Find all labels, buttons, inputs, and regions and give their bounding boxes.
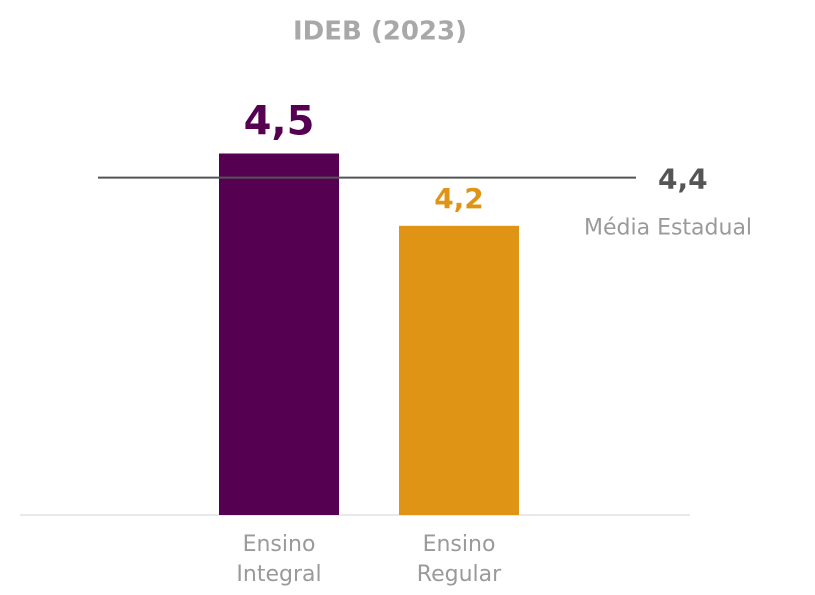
bar bbox=[219, 153, 339, 515]
x-tick-label: Ensino Integral bbox=[236, 532, 322, 587]
reference-label: Média Estadual bbox=[584, 216, 752, 241]
bar bbox=[399, 225, 519, 516]
value-label: 4,2 bbox=[434, 182, 484, 215]
reference-value-label: 4,4 bbox=[658, 163, 708, 196]
chart-title: IDEB (2023) bbox=[293, 17, 467, 47]
value-label: 4,5 bbox=[244, 99, 315, 145]
x-tick-label: Ensino Regular bbox=[416, 532, 502, 587]
